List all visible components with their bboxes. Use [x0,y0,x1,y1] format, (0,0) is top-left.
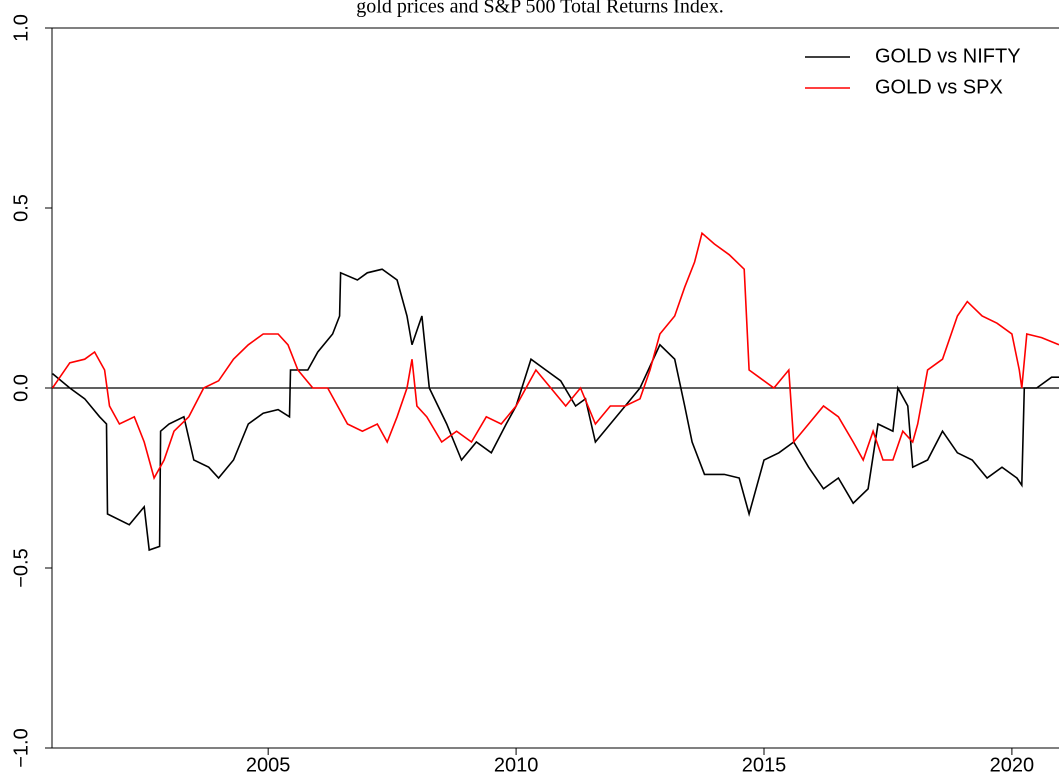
y-tick-label: −1.0 [10,728,32,767]
y-tick-label: 1.0 [10,14,32,42]
x-tick-label: 2020 [990,754,1035,776]
x-tick-label: 2010 [494,754,539,776]
series-line [51,231,1059,481]
chart-title: gold prices and S&P 500 Total Returns In… [356,0,723,18]
series-line [51,268,1059,552]
y-tick-label: 0.5 [10,194,32,222]
legend-label: GOLD vs NIFTY [875,45,1021,67]
y-tick-label: 0.0 [10,374,32,402]
y-tick-label: −0.5 [10,548,32,587]
x-tick-label: 2005 [246,754,291,776]
legend-label: GOLD vs SPX [875,76,1003,98]
x-tick-label: 2015 [742,754,787,776]
